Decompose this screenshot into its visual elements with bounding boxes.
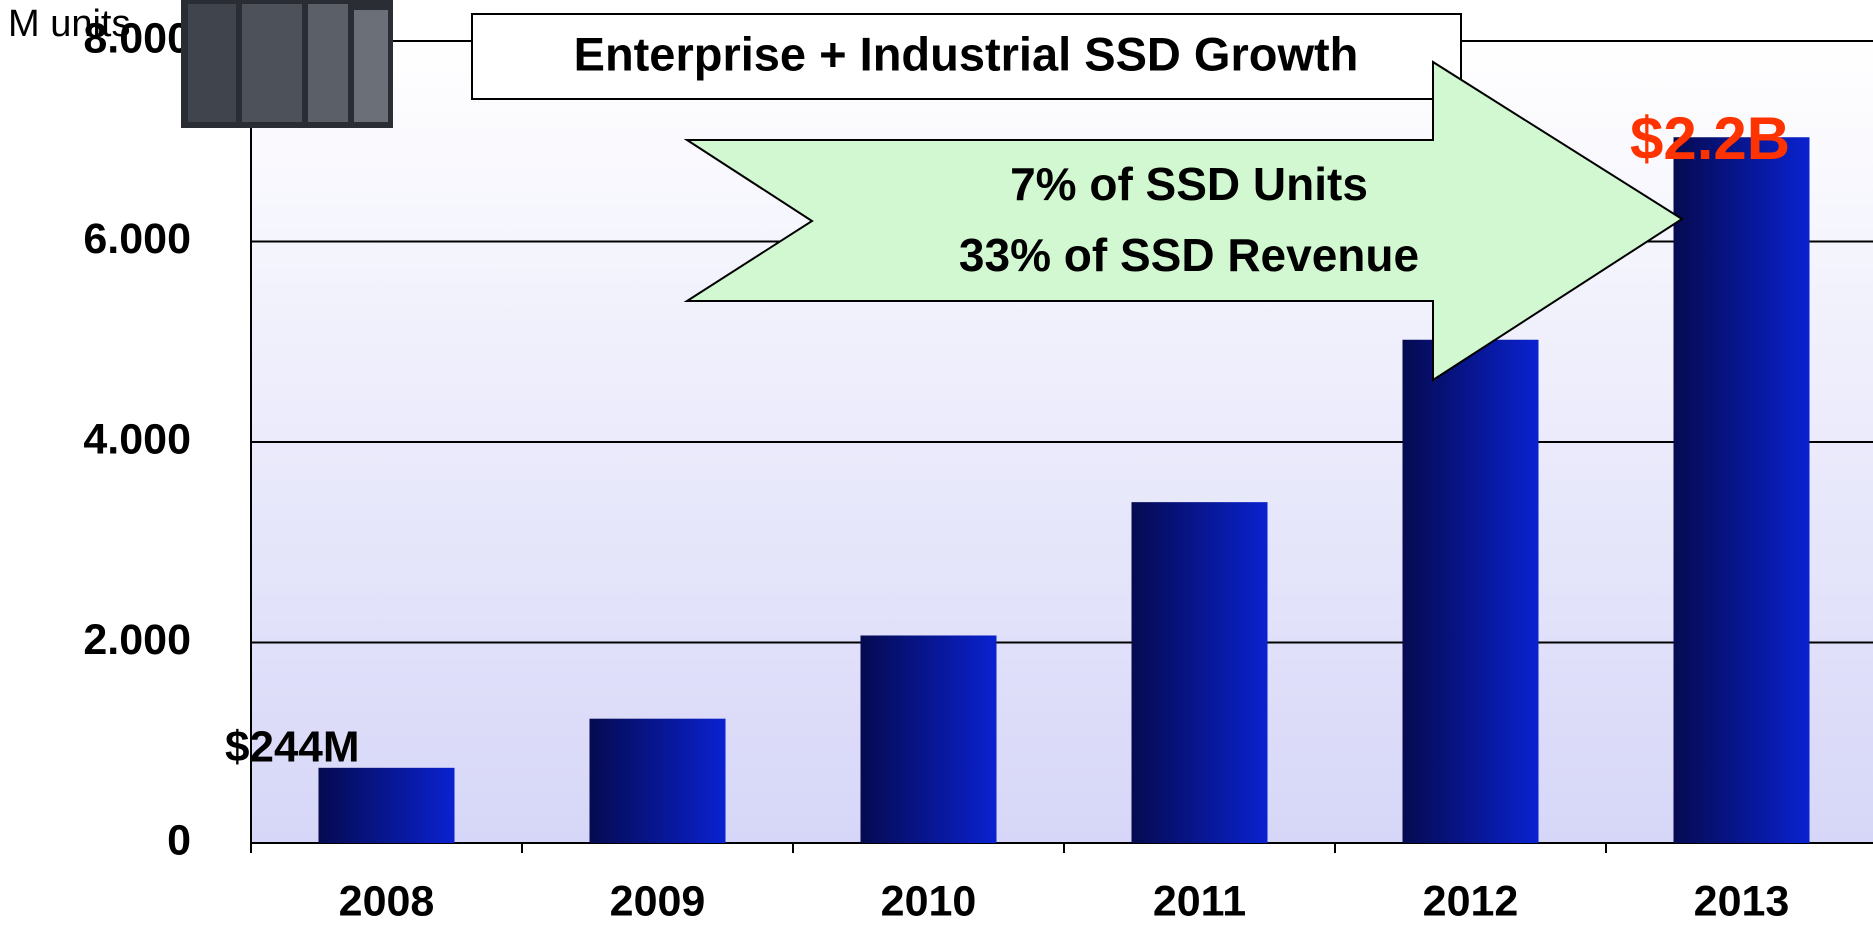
bar bbox=[318, 767, 455, 843]
server-image bbox=[181, 0, 393, 128]
y-tick-label: 8.000 bbox=[83, 14, 191, 62]
y-tick-label: 6.000 bbox=[83, 215, 191, 263]
title-box bbox=[471, 13, 1462, 100]
bar bbox=[860, 635, 997, 843]
y-tick-label: 4.000 bbox=[83, 415, 191, 463]
x-tick-label: 2009 bbox=[610, 877, 706, 925]
annotation: 7% of SSD Units bbox=[1010, 158, 1368, 210]
bar bbox=[1673, 137, 1810, 844]
annotation: $244M bbox=[225, 723, 360, 772]
x-tick-label: 2011 bbox=[1153, 877, 1246, 925]
x-tick-label: 2012 bbox=[1423, 877, 1519, 925]
chart-title: Enterprise + Industrial SSD Growth bbox=[574, 27, 1359, 80]
y-axis-label: M units bbox=[8, 3, 130, 45]
bar bbox=[1402, 339, 1539, 843]
annotation: 33% of SSD Revenue bbox=[959, 229, 1419, 281]
y-tick-label: 2.000 bbox=[83, 616, 191, 664]
labels: 0 2.000 4.000 6.000 8.000 2008 2009 2010 2011 201… bbox=[83, 14, 1789, 925]
y-tick-label: 0 bbox=[167, 816, 191, 864]
callout-arrow bbox=[683, 60, 1684, 382]
bars bbox=[318, 137, 1810, 844]
x-tick-label: 2008 bbox=[339, 877, 435, 925]
bar bbox=[589, 718, 726, 843]
bar bbox=[1131, 502, 1268, 843]
x-tick-label: 2010 bbox=[881, 877, 977, 925]
x-tick-label: 2013 bbox=[1694, 877, 1790, 925]
annotation: $2.2B bbox=[1630, 105, 1790, 172]
